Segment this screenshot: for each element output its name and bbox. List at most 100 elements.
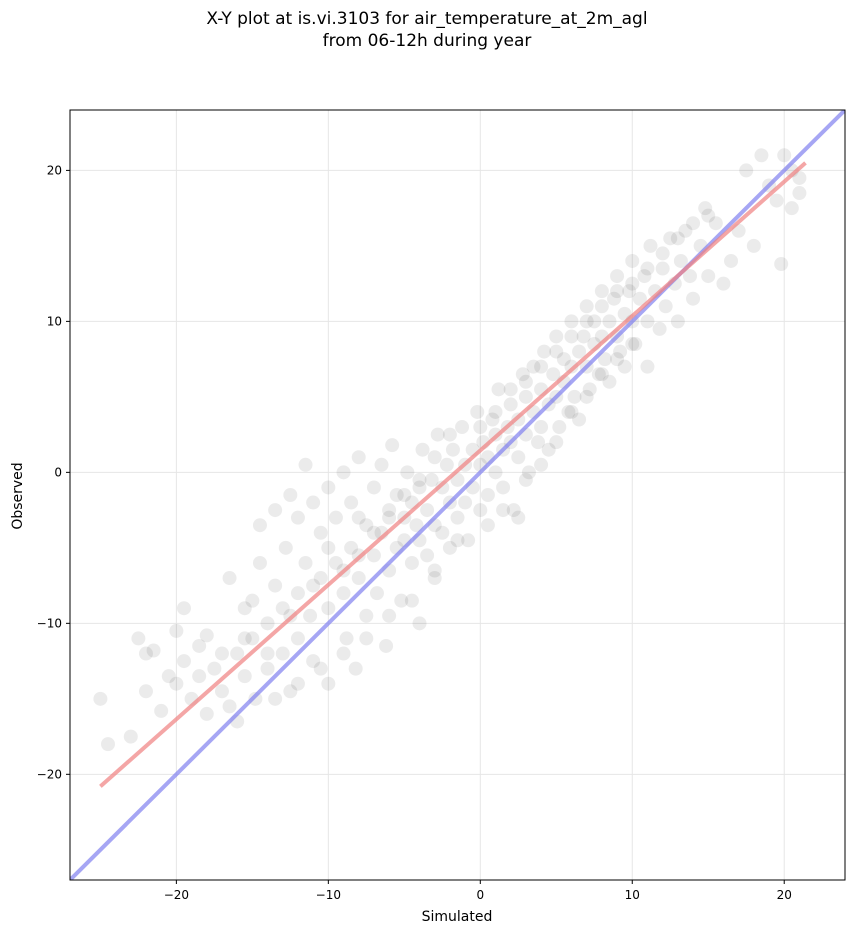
data-point (602, 374, 617, 389)
data-point (214, 684, 229, 699)
data-point (792, 170, 807, 185)
data-point (275, 601, 290, 616)
data-point (579, 389, 594, 404)
data-point (321, 601, 336, 616)
data-point (643, 238, 658, 253)
data-point (176, 601, 191, 616)
data-point (461, 533, 476, 548)
data-point (777, 148, 792, 163)
data-point (587, 314, 602, 329)
data-point (686, 291, 701, 306)
data-point (701, 208, 716, 223)
data-point (138, 684, 153, 699)
y-tick-label: −20 (37, 767, 62, 781)
data-point (552, 420, 567, 435)
data-point (594, 367, 609, 382)
data-point (252, 555, 267, 570)
data-point (445, 442, 460, 457)
data-point (313, 571, 328, 586)
data-point (366, 548, 381, 563)
data-point (670, 314, 685, 329)
data-point (549, 435, 564, 450)
data-point (154, 703, 169, 718)
data-point (503, 397, 518, 412)
data-point (637, 269, 652, 284)
data-point (245, 631, 260, 646)
data-point (784, 201, 799, 216)
data-point (640, 359, 655, 374)
data-point (278, 540, 293, 555)
data-point (473, 503, 488, 518)
data-point (366, 480, 381, 495)
data-point (450, 472, 465, 487)
data-point (415, 442, 430, 457)
y-tick-label: −10 (37, 616, 62, 630)
data-point (313, 525, 328, 540)
data-point (534, 457, 549, 472)
data-point (518, 472, 533, 487)
data-point (450, 510, 465, 525)
data-point (427, 450, 442, 465)
data-point (222, 699, 237, 714)
data-point (673, 253, 688, 268)
data-point (632, 291, 647, 306)
data-point (382, 608, 397, 623)
data-point (670, 231, 685, 246)
data-point (652, 321, 667, 336)
data-point (582, 382, 597, 397)
data-point (480, 488, 495, 502)
data-point (526, 359, 541, 374)
x-tick-label: 10 (625, 888, 640, 902)
data-point (678, 223, 693, 238)
data-point (567, 389, 582, 404)
data-point (389, 488, 404, 502)
data-point (374, 457, 389, 472)
data-point (488, 404, 503, 419)
data-point (473, 420, 488, 435)
data-point (385, 438, 400, 453)
data-point (230, 646, 245, 661)
data-point (470, 404, 485, 419)
x-tick-label: −10 (316, 888, 341, 902)
data-point (131, 631, 146, 646)
data-point (610, 269, 625, 284)
data-point (769, 193, 784, 208)
data-point (268, 578, 283, 593)
data-point (290, 586, 305, 601)
axis-ticks: −20 −10 0 10 20 −20 −10 0 10 20 (37, 163, 792, 902)
data-point (321, 540, 336, 555)
data-point (237, 631, 252, 646)
data-point (450, 533, 465, 548)
data-point (607, 291, 622, 306)
fit-line (99, 161, 807, 788)
data-point (572, 344, 587, 359)
data-point (351, 571, 366, 586)
data-point (683, 269, 697, 284)
data-point (435, 480, 450, 495)
chart-title: X-Y plot at is.vi.3103 for air_temperatu… (0, 8, 854, 52)
data-point (404, 555, 419, 570)
data-point (658, 299, 673, 314)
data-point (344, 495, 359, 510)
x-tick-label: −20 (164, 888, 189, 902)
data-point (382, 510, 397, 525)
data-point (359, 608, 374, 623)
data-point (351, 450, 366, 465)
data-point (192, 669, 207, 684)
data-point (321, 676, 336, 691)
data-point (518, 374, 533, 389)
data-point (628, 337, 643, 352)
data-point (268, 691, 283, 706)
data-point (610, 284, 625, 299)
data-point (774, 257, 789, 271)
data-point (351, 510, 366, 525)
data-point (655, 261, 670, 276)
data-point (480, 518, 495, 533)
data-point (576, 329, 591, 344)
data-point (541, 442, 556, 457)
data-point (698, 201, 713, 216)
data-point (625, 276, 640, 291)
data-point (594, 284, 609, 299)
data-point (306, 578, 321, 593)
